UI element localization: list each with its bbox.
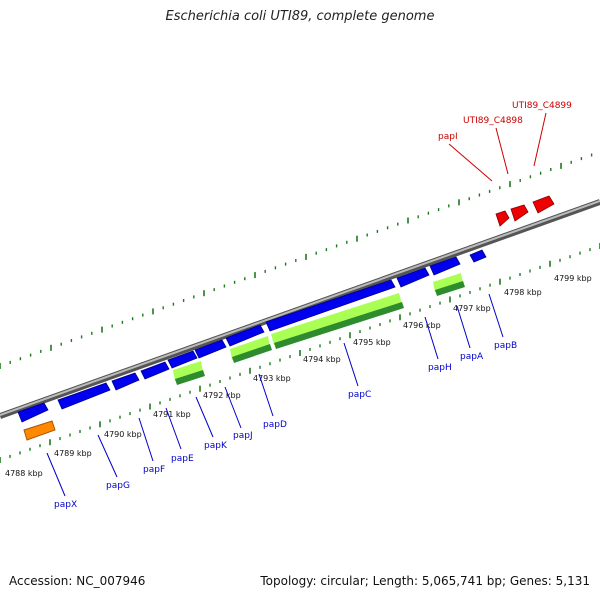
cds-light-bar [433,273,463,292]
gene-arrow [140,361,170,380]
scale-label: 4788 kbp [5,469,43,478]
scale-label: 4796 kbp [403,321,441,330]
scale-label: 4795 kbp [353,338,391,347]
gene-arrow [396,267,430,288]
scale-label: 4794 kbp [303,355,341,364]
scale-label: 4799 kbp [554,274,592,283]
gene-arrow [429,256,461,276]
cds-light-bar [173,361,203,381]
gene-arrow [265,279,396,332]
gene-label-papA: papA [460,352,484,362]
gene-arrow [57,382,111,410]
gene-arrow [111,372,140,391]
orange-feature [23,420,56,441]
cds-dark-bar [274,302,404,349]
leader-line [343,342,359,387]
gene-track-red [495,195,555,227]
leader-line [258,373,274,417]
leader-line [495,127,509,175]
gene-label-papB: papB [494,341,517,351]
scale-label: 4793 kbp [253,374,291,383]
genome-summary: Topology: circular; Length: 5,065,741 bp… [260,574,590,588]
gene-arrow [194,339,227,359]
cds-dark-bar [435,281,465,296]
gene-label-papE: papE [171,454,194,464]
accession-text: Accession: NC_007946 [9,574,146,588]
leader-line [424,316,439,360]
gene-arrow-red [532,195,555,214]
leader-line [224,386,242,429]
genome-backbone-highlight [0,200,600,416]
cds-light-bar [230,336,270,360]
scale-label: 4790 kbp [104,430,142,439]
gene-label-papC: papC [348,390,371,400]
gene-label-papH: papH [428,363,452,373]
leader-line [456,305,471,349]
gene-label-papD: papD [263,420,287,430]
leader-line [138,417,154,462]
scale-label: 4791 kbp [153,410,191,419]
gene-labels-top: papI UTI89_C4898 UTI89_C4899 [438,101,572,142]
scale-labels: 4788 kbp 4789 kbp 4790 kbp 4791 kbp 4792… [5,274,592,478]
leader-line [488,293,504,338]
gene-label-UTI89_C4898: UTI89_C4898 [463,116,523,126]
scale-label: 4798 kbp [504,288,542,297]
cds-light-bar [271,293,402,345]
gene-arrow [225,324,265,347]
gene-label-papJ: papJ [233,431,253,441]
gene-label-papI: papI [438,132,458,142]
leader-line [448,143,493,182]
leader-line [46,452,66,497]
bottom-tick-track [0,243,600,463]
scale-label: 4797 kbp [453,304,491,313]
leader-line [533,112,547,167]
gene-arrow [167,350,198,369]
leader-line [165,407,182,450]
gene-arrow [469,249,487,263]
gene-label-papK: papK [204,441,228,451]
genome-title: Escherichia coli UTI89, complete genome [165,9,435,24]
gene-label-papG: papG [106,481,130,491]
gene-arrow [17,402,49,423]
leader-line [195,396,214,438]
leader-line [97,434,118,478]
top-tick-track [0,153,593,369]
gene-arrow-red [510,204,529,222]
scale-label: 4792 kbp [203,391,241,400]
red-leader-lines [448,112,547,182]
gene-track-blue [17,249,487,423]
cds-dark-bar [232,344,272,363]
cds-dark-bar [175,370,205,385]
feature-track-bottom [23,273,465,441]
gene-label-papF: papF [143,465,165,475]
gene-label-UTI89_C4899: UTI89_C4899 [512,101,572,111]
gene-arrow-red [495,210,510,227]
gene-leader-lines [46,293,504,497]
scale-label: 4789 kbp [54,449,92,458]
gene-labels-bottom: papX papG papF papE papK papJ papD papC … [54,341,517,510]
gene-label-papX: papX [54,500,77,510]
